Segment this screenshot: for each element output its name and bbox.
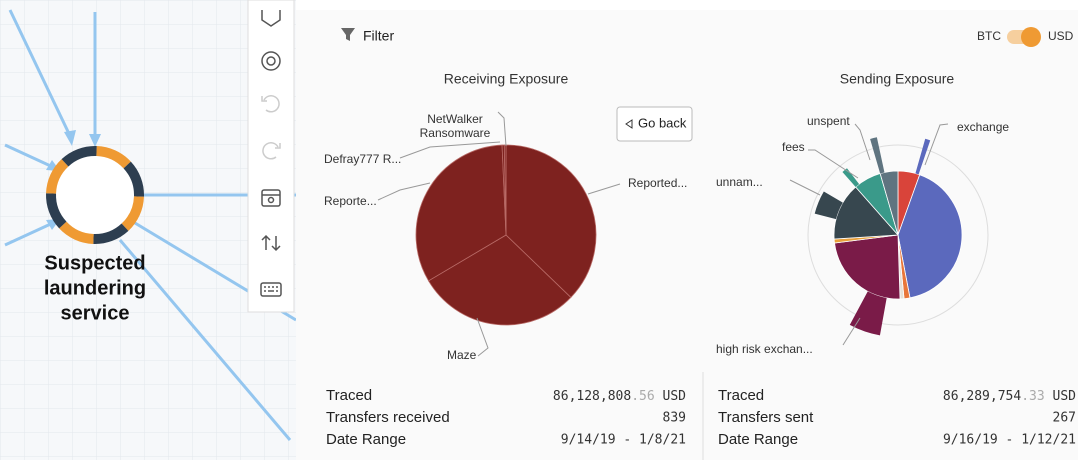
node-ring-segment [123,161,144,197]
stat-cents: .33 [1021,389,1044,404]
slice-extension [915,138,931,175]
leader-line [399,141,501,159]
redo-icon[interactable] [262,142,281,160]
leader-line [789,179,821,196]
leader-line [854,123,871,161]
slice-extension [870,137,885,174]
leader-line [497,111,507,147]
stat-value: 9/14/19 - 1/8/21 [561,433,686,448]
stat-label: Transfers received [326,409,450,426]
slice-label: Reported... [628,176,687,190]
outer-ring [807,144,989,326]
stat-value: 86,128,808.56 USD [553,389,686,404]
target-icon[interactable] [261,51,281,71]
filter-label[interactable]: Filter [363,28,394,44]
chart-title: Receiving Exposure [444,71,569,87]
slice-extension [842,168,860,187]
exposure-panel: Filter BTC USD Receiving Exposure Sendin… [296,10,1078,460]
stat-value: 86,289,754.33 USD [943,389,1076,404]
pie-slice [897,174,963,299]
stat-unit: USD [1045,389,1076,404]
shape-icon[interactable] [261,10,281,27]
chart-title: Sending Exposure [840,71,955,87]
slice-label: fees [782,140,805,154]
stat-label: Traced [326,387,372,404]
pie-slice [427,234,572,326]
slice-extension [849,291,887,336]
stat-label: Traced [718,387,764,404]
node-label: Suspected [44,252,145,274]
node-label: service [61,302,130,324]
stat-value: 86,289,754 [943,389,1021,404]
slice-label: Maze [447,348,477,362]
stat-cents: .56 [631,389,654,404]
slice-label: exchange [957,120,1009,134]
toolbar [247,0,295,313]
stat-value: 86,128,808 [553,389,631,404]
node-ring-segment [61,146,97,167]
node-label: laundering [44,277,146,299]
stat-value: 839 [663,411,686,426]
go-back-label[interactable]: Go back [638,115,687,130]
pie-slice [415,144,507,282]
keyboard-icon[interactable] [260,282,282,297]
slice-label: Reporte... [324,194,377,208]
stat-label: Date Range [718,431,798,448]
stat-value: 267 [1053,411,1076,426]
node-ring-segment [96,146,131,169]
node-ring-segment [93,223,129,244]
leader-line [842,317,861,346]
node-ring-segment [46,159,69,194]
leader-line [377,182,431,201]
pie-slice [833,186,899,240]
undo-icon[interactable] [261,95,280,113]
filter-icon[interactable] [341,28,355,41]
graph-canvas: Suspected laundering service [0,0,297,460]
leader-line [924,123,949,166]
pie-slice [834,234,901,300]
calendar-icon[interactable] [261,189,281,207]
leader-line [808,149,859,179]
stat-label: Transfers sent [718,409,814,426]
slice-label: NetWalker Ransomware [420,112,491,140]
stat-label: Date Range [326,431,406,448]
currency-option[interactable]: BTC [977,29,1001,43]
currency-option[interactable]: USD [1048,29,1074,43]
slice-label: Defray777 R... [324,152,401,166]
node-ring-segment [59,221,94,244]
pie-slice [505,144,597,298]
leader-line [476,317,489,357]
stat-value: 9/16/19 - 1/12/21 [943,433,1076,448]
slice-label: unspent [807,114,850,128]
slice-label: high risk exchan... [716,342,813,356]
node-ring-segment [121,196,144,231]
toggle-knob[interactable] [1021,27,1041,47]
stat-unit: USD [655,389,686,404]
slice-label: unnam... [716,175,763,189]
go-back-button[interactable]: Go back [616,106,693,142]
sort-icon[interactable] [261,234,281,252]
leader-line [587,183,621,195]
node-ring-segment [46,193,67,229]
slice-extension [814,191,843,220]
